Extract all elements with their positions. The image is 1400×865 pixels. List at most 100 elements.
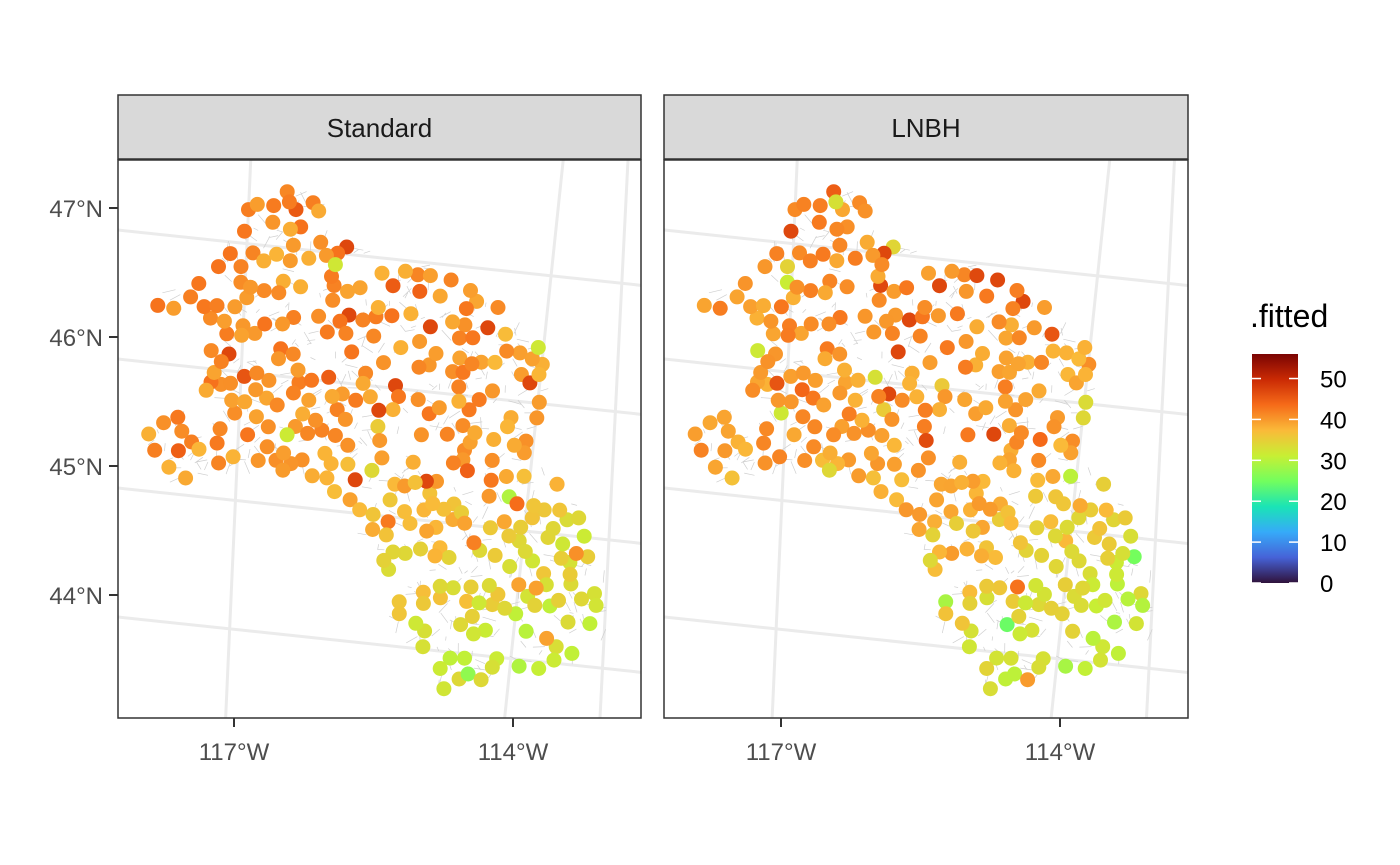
fitted-point: [978, 400, 994, 416]
fitted-point: [899, 280, 915, 296]
fitted-point: [876, 245, 892, 261]
fitted-point: [410, 267, 426, 283]
fitted-point: [696, 297, 712, 313]
fitted-point: [1100, 550, 1116, 566]
fitted-point: [783, 223, 799, 239]
fitted-point: [555, 536, 571, 552]
fitted-point: [453, 617, 469, 633]
fitted-point: [355, 312, 371, 328]
fitted-point: [332, 313, 348, 329]
fitted-point: [531, 661, 547, 676]
fitted-point: [269, 246, 285, 262]
fitted-point: [364, 462, 380, 478]
fitted-point: [1045, 469, 1061, 484]
fitted-point: [524, 510, 540, 526]
fitted-point: [1003, 650, 1019, 666]
fitted-point: [917, 300, 933, 315]
fitted-point: [846, 425, 862, 441]
fitted-point: [329, 402, 345, 418]
fitted-point: [340, 456, 356, 472]
fitted-point: [780, 327, 796, 343]
fitted-point: [822, 273, 838, 289]
fitted-point: [223, 375, 238, 391]
fitted-point: [352, 280, 368, 296]
fitted-point: [459, 593, 475, 609]
fitted-point: [1034, 354, 1049, 370]
fitted-point: [902, 375, 918, 391]
fitted-point: [783, 368, 799, 384]
fitted-point: [464, 608, 480, 624]
fitted-point: [990, 272, 1006, 288]
fitted-point: [247, 325, 263, 341]
fitted-point: [496, 514, 512, 530]
fitted-point: [949, 306, 965, 322]
fitted-point: [712, 300, 728, 316]
fitted-point: [1110, 645, 1126, 661]
fitted-point: [348, 392, 364, 408]
fitted-point: [512, 345, 528, 361]
fitted-point: [397, 263, 413, 279]
fitted-point: [1059, 519, 1075, 535]
fitted-point: [216, 313, 232, 329]
fitted-point: [498, 469, 514, 484]
fitted-point: [756, 298, 771, 314]
fitted-point: [282, 253, 298, 269]
fitted-point: [304, 372, 319, 388]
fitted-point: [760, 354, 776, 370]
fitted-point: [432, 288, 448, 304]
fitted-point: [224, 392, 240, 408]
panel-border-standard: [117, 159, 642, 719]
fitted-point: [452, 350, 468, 366]
fitted-point: [1018, 392, 1034, 408]
fitted-point: [427, 548, 443, 564]
fitted-point: [850, 372, 866, 388]
fitted-point: [319, 324, 335, 340]
fitted-point: [796, 196, 812, 212]
fitted-point: [518, 623, 534, 639]
fitted-point: [344, 344, 360, 360]
fitted-point: [562, 566, 578, 582]
fitted-point: [501, 528, 517, 544]
fitted-point: [551, 592, 566, 608]
fitted-point: [961, 639, 977, 655]
fitted-point: [170, 409, 186, 425]
fitted-point: [327, 484, 342, 500]
fitted-point: [371, 402, 387, 418]
fitted-point: [198, 382, 214, 398]
fitted-point: [954, 615, 970, 631]
fitted-point: [321, 369, 337, 385]
fitted-point: [871, 389, 887, 404]
fitted-point: [998, 330, 1014, 346]
fitted-point: [922, 552, 938, 568]
fitted-point: [997, 393, 1013, 409]
fitted-point: [412, 283, 428, 299]
fitted-point: [1075, 580, 1091, 596]
fitted-point: [222, 246, 238, 262]
panel-lnbh: LNBH: [663, 94, 1189, 719]
fitted-point: [432, 578, 448, 594]
fitted-point: [304, 468, 320, 484]
fitted-point: [1012, 626, 1028, 642]
fitted-point: [374, 265, 390, 281]
fitted-point: [932, 278, 947, 294]
fitted-point: [874, 428, 890, 443]
fitted-point: [876, 402, 892, 418]
fitted-point: [802, 253, 818, 269]
fitted-point: [1117, 510, 1133, 526]
fitted-point: [256, 253, 272, 269]
fitted-point: [431, 400, 447, 416]
fitted-point: [259, 439, 275, 455]
fitted-point: [452, 330, 467, 346]
fitted-point: [397, 504, 412, 520]
fitted-point: [822, 445, 838, 461]
fitted-point: [397, 545, 413, 561]
fitted-point: [847, 392, 863, 408]
fitted-point: [832, 346, 848, 362]
fitted-point: [484, 452, 500, 468]
fitted-point: [769, 246, 785, 262]
fitted-point: [803, 316, 819, 332]
fitted-point: [445, 455, 461, 471]
fitted-point: [325, 292, 341, 308]
fitted-point: [147, 442, 163, 458]
fitted-point: [909, 389, 925, 405]
